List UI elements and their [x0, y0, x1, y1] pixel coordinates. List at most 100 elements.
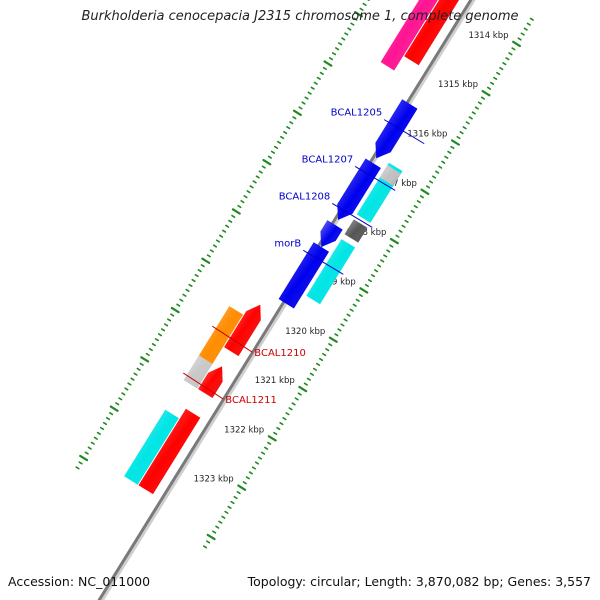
gene-red-1-shading [224, 304, 261, 357]
minor-tick [237, 204, 242, 209]
minor-tick [395, 234, 400, 238]
minor-tick [182, 293, 187, 297]
minor-tick [346, 313, 351, 317]
minor-tick [353, 17, 358, 21]
tick-label: 1323 kbp [194, 475, 234, 485]
minor-tick [261, 165, 266, 169]
minor-tick [367, 278, 373, 283]
tick-label: 1322 kbp [224, 425, 264, 435]
minor-tick [350, 22, 355, 26]
minor-tick [340, 323, 345, 327]
minor-tick [407, 214, 412, 219]
minor-tick [283, 130, 288, 135]
minor-tick [167, 318, 172, 322]
minor-tick [105, 416, 111, 421]
minor-tick [209, 249, 214, 253]
minor-tick [303, 382, 308, 386]
minor-tick [251, 466, 256, 470]
gene-gray-light-1-shading [379, 165, 401, 186]
minor-tick [160, 328, 166, 332]
minor-tick [246, 190, 251, 194]
minor-tick [359, 7, 364, 11]
minor-tick [355, 298, 360, 302]
minor-tick [224, 510, 229, 514]
minor-tick [191, 278, 196, 283]
minor-tick [344, 32, 349, 36]
minor-tick [301, 101, 306, 105]
minor-tick [243, 195, 248, 199]
minor-tick [298, 106, 303, 110]
major-tick [140, 356, 150, 363]
minor-tick [267, 441, 272, 445]
minor-tick [200, 264, 205, 268]
minor-tick [215, 525, 220, 529]
gene-red-2-shading [198, 366, 223, 398]
minor-tick [133, 372, 138, 376]
minor-tick [380, 259, 385, 263]
minor-tick [358, 293, 363, 297]
minor-tick [294, 397, 299, 401]
minor-tick [419, 195, 424, 199]
minor-tick [477, 101, 482, 105]
tick-label: 1321 kbp [255, 376, 295, 386]
major-tick [450, 139, 460, 146]
minor-tick [286, 126, 291, 130]
minor-tick [206, 254, 211, 258]
minor-tick [109, 412, 114, 416]
tick-label: 1320 kbp [285, 327, 325, 337]
minor-tick [257, 456, 263, 460]
minor-tick [218, 520, 223, 524]
minor-tick [428, 180, 434, 184]
minor-tick [490, 81, 495, 85]
minor-tick [260, 451, 266, 455]
minor-tick [312, 367, 318, 371]
minor-tick [273, 431, 278, 436]
minor-tick [164, 323, 169, 327]
minor-tick [90, 441, 95, 445]
minor-tick [307, 91, 312, 95]
minor-tick [136, 367, 141, 371]
minor-tick [99, 426, 105, 431]
minor-tick [328, 343, 333, 347]
minor-tick [331, 52, 337, 56]
gene-blue-3-shading [320, 220, 343, 247]
minor-tick [127, 382, 132, 386]
minor-tick [343, 318, 348, 322]
minor-tick [291, 402, 296, 406]
minor-tick [258, 170, 263, 174]
tick-label: 1316 kbp [407, 130, 447, 140]
minor-tick [206, 540, 211, 544]
label-leader-line [212, 325, 253, 353]
minor-tick [215, 239, 221, 243]
minor-tick [255, 175, 260, 179]
minor-tick [270, 150, 276, 154]
minor-tick [124, 387, 129, 391]
label-leader-line [332, 203, 373, 228]
minor-tick [115, 402, 120, 406]
minor-tick [279, 421, 284, 426]
label-leader-line [303, 249, 344, 275]
minor-tick [218, 234, 224, 238]
major-tick [353, 11, 363, 18]
minor-tick [493, 76, 498, 81]
gene-red-bottom-shading [138, 408, 201, 495]
minor-tick [87, 446, 92, 450]
minor-tick [84, 451, 89, 455]
minor-tick [450, 145, 455, 150]
tick-label: 1319 kbp [316, 277, 356, 287]
label-leader-line [354, 166, 396, 191]
major-tick [512, 40, 522, 48]
minor-tick [398, 229, 403, 233]
major-tick [201, 257, 211, 264]
minor-tick [282, 417, 287, 421]
minor-tick [496, 71, 501, 76]
gene-label-bcal1207: BCAL1207 [302, 154, 354, 165]
gene-label-bcal1205: BCAL1205 [331, 108, 383, 119]
minor-tick [252, 180, 257, 184]
minor-tick [447, 150, 452, 154]
major-tick [109, 405, 119, 412]
minor-tick [277, 140, 282, 145]
minor-tick [289, 121, 294, 125]
minor-tick [313, 81, 318, 85]
